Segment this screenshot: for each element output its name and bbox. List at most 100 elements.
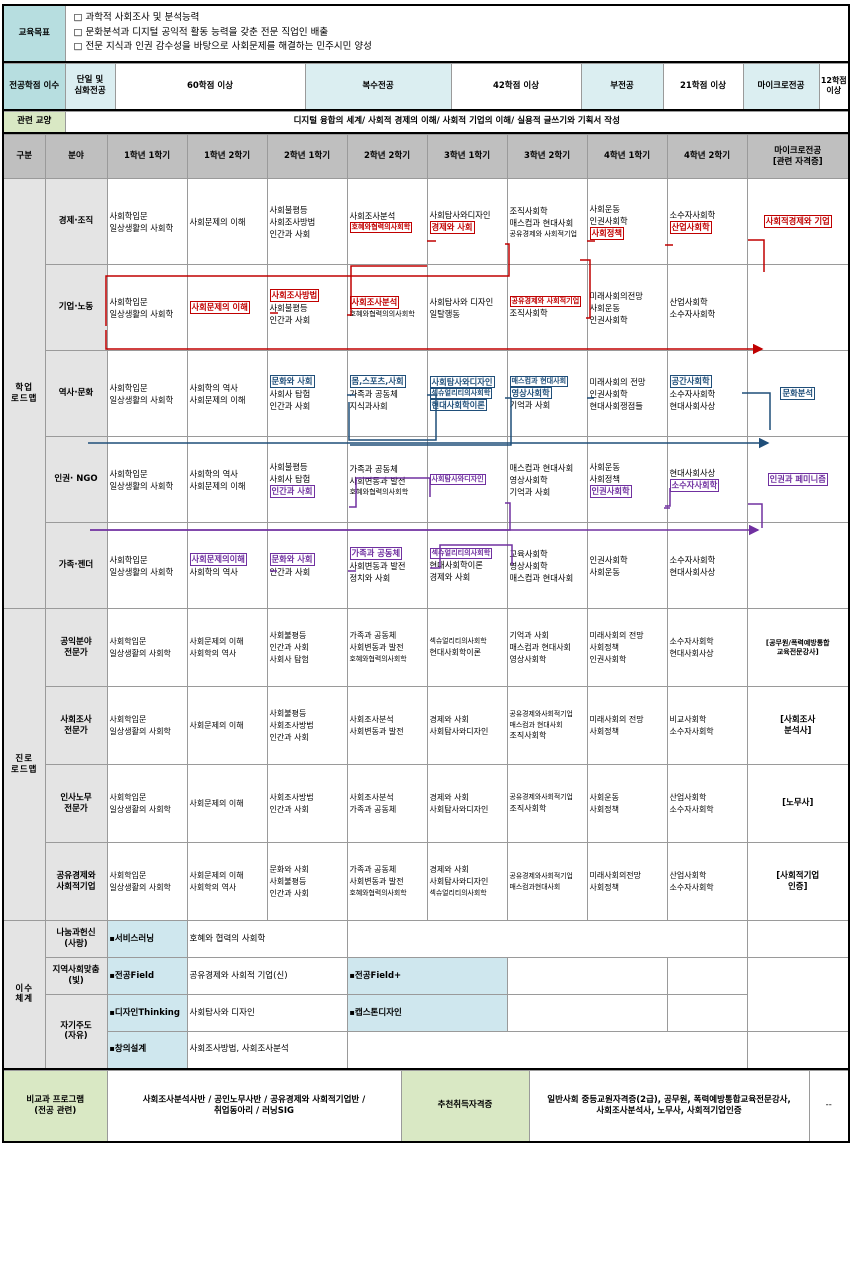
course-line: 현대사회사상 — [669, 400, 716, 411]
course-line: 사회불평등 — [269, 204, 308, 215]
course-line: 조직사회학 — [509, 803, 547, 813]
career-cell-sem-1: 사회학입문 일상생활의 사회학 — [106, 842, 188, 922]
area-label: 역사·문화 — [44, 350, 108, 438]
course-line: 호혜와협력의사회학 — [349, 486, 409, 496]
course-cell-sem-2: 사회문제의 이해 — [186, 178, 268, 266]
course-line: 사회적경제와 기업 — [750, 215, 847, 228]
table-row: 인권· NGO 사회학입문 일상생활의 사회학 사회학의 역사 사회문제의 이해 사회불평… — [3, 436, 850, 524]
course-line: 섹슈얼리티의사회학 — [429, 388, 505, 400]
course-line: 섹슈얼리티의사회학 — [429, 637, 487, 646]
course-line: 인간과 사회 — [269, 566, 311, 577]
certificate-line: [사회조사 — [780, 714, 816, 725]
career-cell-sem-8: 비교사회학 소수자사회학 — [666, 686, 748, 766]
course-line: 일상생활의 사회학 — [109, 726, 171, 736]
course-line: 소수자사회학 — [669, 636, 714, 646]
course-cell-sem-5: 섹슈얼리티의사회학 현대사회학이론 경제와 사회 — [426, 522, 508, 610]
course-line: 조직사회학 — [509, 308, 548, 319]
course-line: 사회변동과 발전 — [349, 643, 404, 653]
course-line: 기억과 사회 — [509, 400, 551, 411]
course-cell-sem-7: 미래사회의 전망 인권사회학 현대사회쟁점들 — [586, 350, 668, 438]
course-cell-sem-7: 미래사회의전망 사회운동 인권사회학 — [586, 264, 668, 352]
highlighted-course: 공유경제와 사회적기업 — [509, 296, 582, 308]
bullet-icon: ▪ — [109, 1044, 115, 1054]
isu-blank — [506, 994, 668, 1033]
course-line: 사회운동 — [589, 462, 621, 473]
career-cell-sem-5: 경제와 사회 사회탐사와디자인 섹슈얼리티의사회학 — [426, 842, 508, 922]
course-line: 산업사회학 — [669, 870, 707, 880]
course-line: 사회불평등 — [269, 876, 307, 886]
course-line: 사회학의 역사 — [189, 648, 237, 658]
course-line: 사회사 탐험 — [269, 654, 309, 664]
career-cell-sem-3: 사회조사방법 인간과 사회 — [266, 764, 348, 844]
course-line: 가족과 공동체 — [349, 865, 397, 875]
highlighted-course: 문화와 사회 — [269, 375, 315, 388]
course-line: 미래사회의 전망 — [589, 376, 646, 387]
course-line: 사회정책 — [589, 882, 619, 892]
area-label: 기업·노동 — [44, 264, 108, 352]
course-line: 사회학입문 — [109, 792, 147, 802]
course-line: 인간과 사회 — [269, 888, 309, 898]
course-cell-sem-8: 공간사회학 소수자사회학 현대사회사상 — [666, 350, 748, 438]
col-sem-4-1: 4학년 1학기 — [586, 134, 668, 180]
course-cell-sem-5: 사회탐사와디자인 경제와 사회 — [426, 178, 508, 266]
checkbox-icon: □ — [73, 26, 83, 38]
course-line: 사회불평등 — [269, 462, 308, 473]
career-cell-sem-7: 사회운동 사회정책 — [586, 764, 668, 844]
course-cell-sem-3: 문화와 사회 인간과 사회 — [266, 522, 348, 610]
micro-major-cell — [746, 264, 850, 352]
table-row: 자기주도 (자유) ▪디자인Thinking 사회탐사와 디자인 ▪캡스톤디자인 — [3, 994, 849, 1070]
highlighted-course: 현대사회학이론 — [429, 399, 487, 412]
course-line: 소수자사회학 — [669, 554, 716, 565]
career-cell-sem-5: 경제와 사회 사회탐사와디자인 — [426, 686, 508, 766]
course-line: 사회정책 — [589, 726, 619, 736]
course-line: 소수자사회학 — [669, 479, 745, 492]
course-line: 사회학입문 — [109, 210, 148, 221]
course-line: 사회불평등 — [269, 302, 308, 313]
course-line: 현대사회사상 — [669, 648, 714, 658]
col-division: 구분 — [2, 134, 46, 180]
course-line: 사회탐사와디자인 — [429, 877, 489, 887]
highlighted-course: 사회조사방법 — [269, 289, 320, 302]
table-row: 진로 로드맵 공익분야 전문가 사회학입문 일상생활의 사회학 사회문제의 이해 사회학의 역… — [2, 608, 850, 922]
course-line: 몸,스포츠,사회 — [349, 375, 425, 388]
col-sem-3-2: 3학년 2학기 — [506, 134, 588, 180]
area-label: 공익분야 전문가 — [44, 608, 108, 688]
extracurricular-table: 비교과 프로그램 (전공 관련) 사회조사분석사반 / 공인노무사반 / 공유경… — [2, 1069, 850, 1144]
course-cell-sem-7: 인권사회학 사회운동 — [586, 522, 668, 610]
course-line: 미래사회의 전망 — [589, 630, 644, 640]
related-liberal-label: 관련 교양 — [2, 110, 66, 134]
course-cell-sem-4: 가족과 공동체 사회변동과 발전 호혜와협력의사회학 — [346, 436, 428, 524]
course-cell-sem-1: 사회학입문 일상생활의 사회학 — [106, 436, 188, 524]
course-line: 현대사회학이론 — [429, 647, 482, 657]
credit-value-micro: 12학점 이상 — [818, 63, 850, 111]
course-line: 사회탐사와디자인 — [429, 375, 505, 389]
course-line: 사회정책 — [589, 642, 619, 652]
career-cell-sem-2: 사회문제의 이해 — [186, 686, 268, 766]
course-line: 공유경제와사회적기업 — [509, 710, 573, 719]
course-line: 사회문제의 이해 — [189, 480, 246, 491]
course-line: 사회문제의 이해 — [189, 636, 244, 646]
certificate-cell: [사회적기업 인증] — [746, 842, 850, 922]
course-line: 사회불평등 — [269, 630, 307, 640]
course-line: 경제와 사회 — [429, 572, 471, 583]
course-line: 사회변동과 발전 — [349, 726, 404, 736]
certificate-line: [공무원/폭력예방통합 — [765, 638, 830, 647]
course-cell-sem-4: 사회조사분석 호혜와협력의의사회학 — [346, 264, 428, 352]
course-line: 산업사회학 — [669, 792, 707, 802]
course-cell-sem-3: 사회불평등 사회조사방법 인간과 사회 — [266, 178, 348, 266]
program-list: 사회조사분석사반 / 공인노무사반 / 공유경제와 사회적기업반 / 취업동아리… — [106, 1069, 402, 1143]
course-line: 인권사회학 — [589, 314, 628, 325]
career-cell-sem-8: 산업사회학 소수자사회학 — [666, 764, 748, 844]
course-line: 가족과 공동체 — [349, 388, 398, 399]
course-line: 미래사회의전망 — [589, 870, 642, 880]
course-cell-sem-8: 소수자사회학 산업사회학 — [666, 178, 748, 266]
micro-major-cell: 문화분석 — [746, 350, 850, 438]
course-line: 사회정책 — [589, 474, 621, 485]
area-label: 인사노무 전문가 — [44, 764, 108, 844]
recommended-cert-list: 일반사회 중등교원자격증(2급), 공무원, 폭력예방통합교육전문강사, 사회조… — [528, 1069, 810, 1143]
course-cell-sem-4: 가족과 공동체 사회변동과 발전 정치와 사회 — [346, 522, 428, 610]
col-area: 분야 — [44, 134, 108, 180]
area-label: 가족·젠더 — [44, 522, 108, 610]
course-line: 사회정책 — [589, 804, 619, 814]
